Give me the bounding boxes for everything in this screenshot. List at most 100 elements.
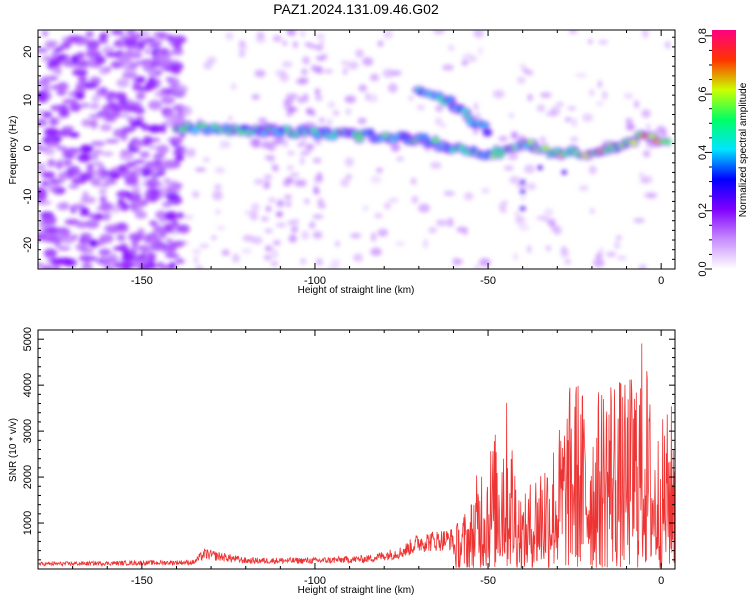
heatmap-cell xyxy=(578,185,589,192)
heatmap-cell xyxy=(93,213,105,221)
heatmap-cell xyxy=(509,112,514,119)
heatmap-cell xyxy=(78,75,88,84)
heatmap-cell xyxy=(536,215,549,221)
colorbar-tick-label: 0.6 xyxy=(697,86,709,101)
heatmap-cell xyxy=(131,239,139,249)
heatmap-cell xyxy=(80,196,97,204)
heatmap-cell xyxy=(90,141,106,147)
heatmap-cell xyxy=(103,212,112,219)
heatmap-cell xyxy=(323,69,334,74)
heatmap-cell xyxy=(289,172,300,177)
heatmap-cell xyxy=(571,117,577,128)
heatmap-cell xyxy=(189,148,196,158)
heatmap-cell xyxy=(525,69,534,76)
heatmap-cell xyxy=(287,150,295,156)
heatmap-cell xyxy=(546,245,551,252)
heatmap-cell xyxy=(423,238,428,249)
heatmap-cell xyxy=(369,73,380,82)
heatmap-cell xyxy=(462,227,468,236)
heatmap-cell xyxy=(641,109,651,118)
heatmap-cell xyxy=(137,228,145,234)
heatmap-cell xyxy=(90,119,98,130)
heatmap-cell xyxy=(172,84,188,94)
heatmap-cell xyxy=(254,69,266,78)
heatmap-cell xyxy=(301,136,307,144)
heatmap-cell xyxy=(38,47,49,53)
heatmap-cell xyxy=(327,101,336,109)
heatmap-cell xyxy=(440,123,446,128)
heatmap-cell xyxy=(623,92,634,100)
heatmap-cell xyxy=(617,255,627,261)
heatmap-cell xyxy=(216,225,226,231)
heatmap-cell xyxy=(42,237,57,243)
heatmap-cell xyxy=(85,30,94,38)
heatmap-cell xyxy=(232,253,240,263)
heatmap-cell xyxy=(264,179,270,188)
heatmap-cell xyxy=(68,184,80,189)
heatmap-cell xyxy=(54,242,61,247)
heatmap-cell xyxy=(140,200,149,206)
heatmap-cell xyxy=(357,117,367,125)
heatmap-cell xyxy=(105,52,119,58)
heatmap-cell xyxy=(86,39,100,50)
heatmap-cell xyxy=(462,52,474,63)
heatmap-cell xyxy=(147,43,161,49)
heatmap-cell xyxy=(111,111,122,119)
colorbar-label: Normalized spectral amplitude xyxy=(738,82,749,217)
heatmap-cell xyxy=(362,205,369,211)
heatmap-cell xyxy=(90,50,103,59)
spectrogram-heatmap xyxy=(38,30,675,269)
heatmap-cell xyxy=(315,44,324,51)
heatmap-cell xyxy=(270,249,279,259)
heatmap-cell xyxy=(642,175,653,184)
heatmap-cell xyxy=(122,71,138,79)
heatmap-cell xyxy=(130,120,144,127)
x-tick-label: -100 xyxy=(304,275,326,287)
heatmap-cell xyxy=(125,104,134,110)
heatmap-cell xyxy=(79,206,86,217)
heatmap-cell xyxy=(446,217,454,228)
heatmap-cell xyxy=(560,248,569,258)
heatmap-cell xyxy=(176,212,185,219)
heatmap-cell xyxy=(113,128,125,138)
heatmap-cell xyxy=(588,39,593,44)
heatmap-cell xyxy=(41,171,56,179)
heatmap-cell xyxy=(80,246,95,255)
heatmap-cell xyxy=(536,104,546,112)
heatmap-cell xyxy=(275,222,287,228)
heatmap-cell xyxy=(59,42,71,50)
y-tick-label: 1000 xyxy=(22,511,34,535)
heatmap-cell xyxy=(540,92,552,98)
heatmap-cell xyxy=(300,151,311,156)
heatmap-cell xyxy=(318,117,325,124)
heatmap-cell xyxy=(67,35,84,41)
heatmap-cell xyxy=(519,206,526,212)
heatmap-cell xyxy=(41,111,53,118)
heatmap-cell xyxy=(300,30,306,37)
colorbar-tick-label: 0.4 xyxy=(697,145,709,160)
y-tick-label: 20 xyxy=(22,46,34,58)
heatmap-cell xyxy=(75,221,89,229)
heatmap-cell xyxy=(68,170,85,178)
heatmap-cell xyxy=(48,57,63,68)
heatmap-cell xyxy=(428,226,438,234)
heatmap-cell xyxy=(582,113,594,122)
heatmap-cell xyxy=(419,134,429,140)
heatmap-cell xyxy=(193,255,199,265)
heatmap-cell xyxy=(589,208,595,214)
heatmap-cell xyxy=(44,127,60,136)
heatmap-cell xyxy=(149,220,158,226)
heatmap-cell xyxy=(199,244,210,248)
heatmap-cell xyxy=(395,241,405,246)
heatmap-cell xyxy=(117,223,129,233)
heatmap-cell xyxy=(442,64,454,71)
heatmap-cell xyxy=(148,100,162,111)
y-tick-label: -20 xyxy=(22,237,34,253)
heatmap-cell xyxy=(76,61,87,67)
heatmap-cell xyxy=(564,117,572,122)
heatmap-cell xyxy=(100,124,112,132)
heatmap-cell xyxy=(642,30,649,39)
heatmap-cell xyxy=(541,145,551,151)
heatmap-cell xyxy=(300,258,307,265)
